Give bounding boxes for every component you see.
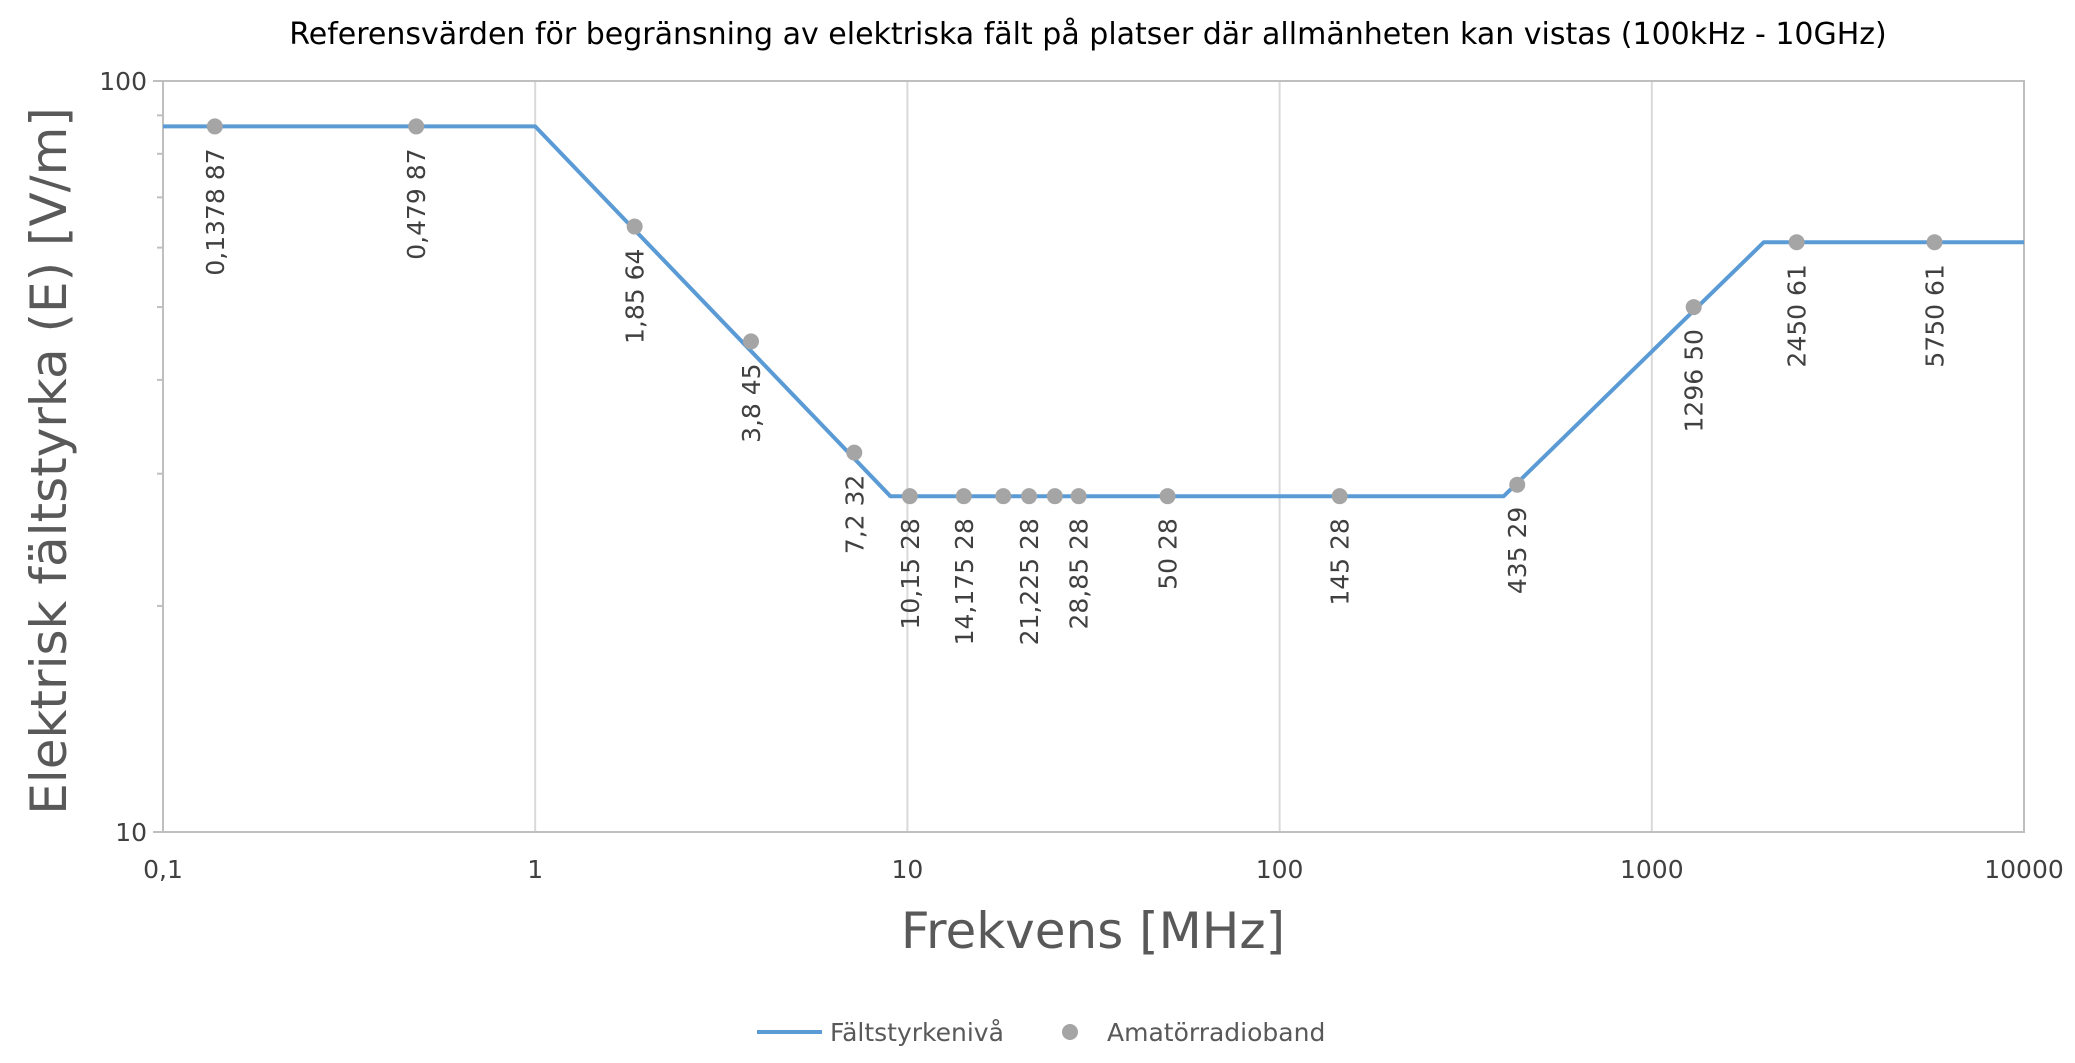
- x-tick-label: 10: [891, 855, 923, 884]
- data-point: [1685, 299, 1702, 316]
- x-tick-label: 0,1: [143, 855, 183, 884]
- data-label: 1296 50: [1680, 329, 1709, 432]
- data-point: [1070, 488, 1087, 505]
- data-label: 145 28: [1326, 518, 1355, 605]
- data-label: 5750 61: [1921, 264, 1950, 367]
- x-axis-title: Frekvens [MHz]: [901, 902, 1285, 960]
- gridlines: [162, 81, 2025, 832]
- x-tick-label: 100: [1256, 855, 1304, 884]
- data-label: 10,15 28: [896, 518, 925, 629]
- data-point: [995, 488, 1012, 505]
- series-line-faltstyrkeniva: [163, 124, 2024, 499]
- x-tick-label: 10000: [1984, 855, 2064, 884]
- data-point: [955, 488, 972, 505]
- y-axis-title: Elektrisk fältstyrka (E) [V/m]: [20, 107, 78, 815]
- data-label: 14,175 28: [950, 518, 979, 645]
- x-tick-labels: 0,1 1 10 100 1000 10000: [143, 855, 2064, 884]
- legend-point-swatch: [1062, 1024, 1078, 1040]
- data-label: 28,85 28: [1065, 518, 1094, 629]
- data-label: 2450 61: [1783, 264, 1812, 367]
- series-points-group: [206, 118, 1943, 505]
- legend: Fältstyrkenivå Amatörradioband: [757, 1018, 1325, 1047]
- plot-area-border: [162, 80, 2025, 833]
- data-point: [1159, 488, 1176, 505]
- data-point: [408, 118, 425, 135]
- data-label: 0,479 87: [402, 148, 431, 259]
- data-point: [206, 118, 223, 135]
- x-tick-label: 1000: [1620, 855, 1684, 884]
- chart-title: Referensvärden för begränsning av elektr…: [289, 17, 1887, 52]
- data-point: [1046, 488, 1063, 505]
- legend-label-points: Amatörradioband: [1107, 1018, 1325, 1047]
- data-label: 7,2 32: [840, 475, 869, 555]
- data-labels-group: 0,1378 87 0,479 87 1,85 64 3,8 45 7,2 32 10,1…: [201, 148, 1950, 645]
- data-label: 435 29: [1503, 507, 1532, 594]
- data-point: [1021, 488, 1038, 505]
- data-point: [1926, 234, 1943, 251]
- data-label: 3,8 45: [737, 363, 766, 443]
- axes: [153, 80, 2025, 833]
- series-line-group: [163, 124, 2024, 499]
- data-label: 21,225 28: [1015, 518, 1044, 645]
- y-tick-label: 10: [115, 818, 147, 847]
- y-tick-label: 100: [99, 67, 147, 96]
- data-label: 50 28: [1154, 518, 1183, 590]
- data-label: 0,1378 87: [201, 148, 230, 275]
- data-point: [846, 444, 863, 461]
- x-tick-label: 1: [527, 855, 543, 884]
- y-tick-labels: 10 100: [99, 67, 147, 847]
- data-point: [742, 333, 759, 350]
- data-point: [901, 488, 918, 505]
- data-point: [626, 218, 643, 235]
- data-point: [1788, 234, 1805, 251]
- data-point: [1509, 476, 1526, 493]
- data-label: 1,85 64: [621, 249, 650, 344]
- legend-label-line: Fältstyrkenivå: [830, 1018, 1004, 1047]
- data-point: [1331, 488, 1348, 505]
